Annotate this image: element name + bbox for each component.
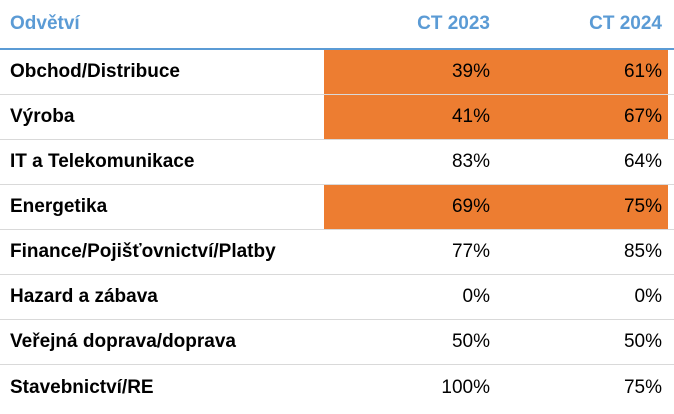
ct-2023-value: 0%	[462, 286, 490, 307]
table-row: Energetika 69% 75%	[0, 185, 674, 230]
ct-2024-value: 75%	[623, 376, 662, 398]
ct-2023-value: 69%	[324, 185, 496, 229]
sector-label: Obchod/Distribuce	[10, 61, 180, 82]
ct-2024-value: 75%	[496, 185, 668, 229]
ct-2024-value: 64%	[623, 151, 662, 172]
column-header-sector: Odvětví	[10, 13, 80, 34]
sector-label: Finance/Pojišťovnictví/Platby	[10, 241, 276, 262]
table-header-row: Odvětví CT 2023 CT 2024	[0, 0, 674, 50]
table-row: Veřejná doprava/doprava 50% 50%	[0, 320, 674, 365]
table-row: Finance/Pojišťovnictví/Platby 77% 85%	[0, 230, 674, 275]
ct-2023-value: 100%	[441, 376, 490, 398]
ct-2024-value: 0%	[634, 286, 662, 307]
ct-2023-value: 41%	[324, 95, 496, 139]
ct-2024-value: 67%	[496, 95, 668, 139]
sector-label: Stavebnictví/RE	[10, 376, 154, 398]
table-body: Obchod/Distribuce 39% 61% Výroba 41% 67% IT a …	[0, 50, 674, 410]
ct-2023-value: 39%	[324, 50, 496, 94]
column-header-ct-2023: CT 2023	[417, 13, 490, 34]
column-header-ct-2024: CT 2024	[589, 13, 662, 34]
ct-2023-value: 77%	[451, 241, 490, 262]
table-row: Hazard a zábava 0% 0%	[0, 275, 674, 320]
ct-2024-value: 61%	[496, 50, 668, 94]
sector-label: Výroba	[10, 106, 75, 127]
ct-2024-value: 50%	[623, 331, 662, 352]
sector-label: Veřejná doprava/doprava	[10, 331, 236, 352]
table-row: Stavebnictví/RE 100% 75%	[0, 365, 674, 410]
table-row: Obchod/Distribuce 39% 61%	[0, 50, 674, 95]
table-row: IT a Telekomunikace 83% 64%	[0, 140, 674, 185]
sector-label: Hazard a zábava	[10, 286, 158, 307]
ct-2023-value: 50%	[451, 331, 490, 352]
table-row: Výroba 41% 67%	[0, 95, 674, 140]
ct-2024-value: 85%	[623, 241, 662, 262]
sector-label: Energetika	[10, 196, 108, 217]
ct-2023-value: 83%	[451, 151, 490, 172]
sector-label: IT a Telekomunikace	[10, 151, 195, 172]
